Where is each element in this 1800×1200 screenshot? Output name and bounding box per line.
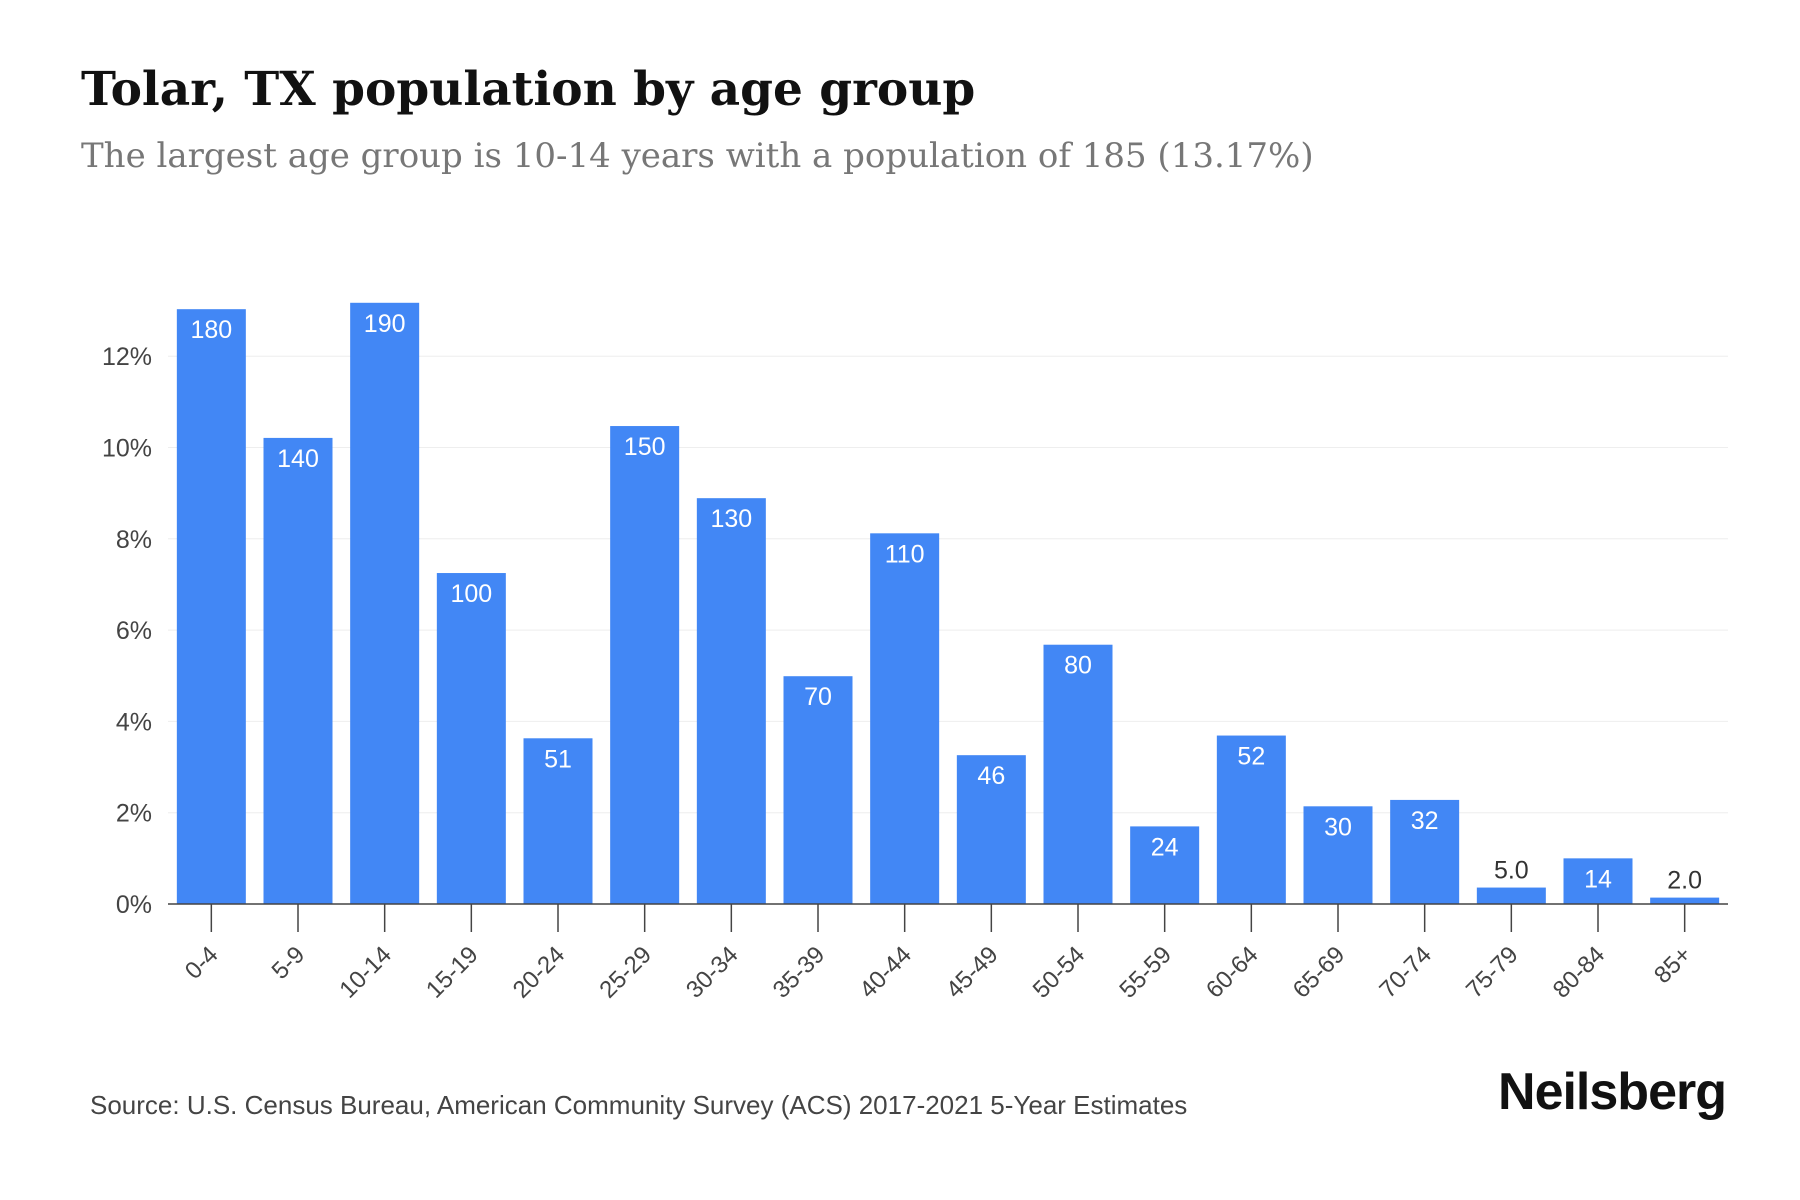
x-tick-label: 80-84 bbox=[1548, 941, 1611, 1004]
data-label: 2.0 bbox=[1667, 867, 1702, 895]
data-label: 100 bbox=[450, 580, 492, 608]
x-tick-label: 70-74 bbox=[1374, 941, 1437, 1004]
bar bbox=[1563, 858, 1633, 904]
bar bbox=[1130, 826, 1200, 904]
bar bbox=[696, 498, 766, 904]
x-tick-label: 60-64 bbox=[1201, 941, 1264, 1004]
bar bbox=[350, 302, 420, 904]
y-tick-label: 0% bbox=[116, 891, 152, 919]
brand-logo: Neilsberg bbox=[1498, 1063, 1727, 1121]
bar bbox=[783, 676, 853, 904]
bar bbox=[1303, 806, 1373, 904]
y-tick-label: 12% bbox=[102, 343, 152, 371]
bar bbox=[956, 755, 1026, 904]
bar bbox=[1043, 644, 1113, 904]
bar bbox=[1390, 799, 1460, 904]
data-label: 110 bbox=[885, 540, 925, 568]
x-tick-label: 85+ bbox=[1649, 941, 1697, 989]
bar-chart: 0% 2% 4% 6% 8% 10% 12% 180 0-4 140 5-9 190 10-14 100 1… bbox=[102, 302, 1728, 1004]
x-tick-label: 40-44 bbox=[854, 941, 917, 1004]
x-tick-label: 20-24 bbox=[508, 941, 571, 1004]
x-tick-label: 25-29 bbox=[594, 941, 657, 1004]
data-label: 5.0 bbox=[1494, 857, 1529, 885]
data-label: 52 bbox=[1237, 743, 1265, 771]
data-label: 24 bbox=[1151, 833, 1179, 861]
y-tick-label: 2% bbox=[116, 800, 152, 828]
y-tick-label: 10% bbox=[102, 435, 152, 463]
y-tick-label: 6% bbox=[116, 617, 152, 645]
data-label: 190 bbox=[364, 310, 406, 338]
x-tick-label: 0-4 bbox=[180, 941, 224, 985]
bar bbox=[610, 426, 680, 904]
bar bbox=[1216, 735, 1286, 904]
data-label: 70 bbox=[804, 683, 832, 711]
data-label: 14 bbox=[1584, 865, 1612, 893]
chart-title: Tolar, TX population by age group bbox=[81, 62, 976, 117]
y-tick-label: 8% bbox=[116, 526, 152, 554]
data-label: 51 bbox=[544, 745, 572, 773]
x-tick-label: 35-39 bbox=[768, 941, 831, 1004]
chart-subtitle: The largest age group is 10-14 years wit… bbox=[81, 136, 1314, 176]
data-label: 80 bbox=[1064, 652, 1092, 680]
bar bbox=[523, 738, 593, 904]
source-note: Source: U.S. Census Bureau, American Com… bbox=[90, 1090, 1188, 1120]
bar bbox=[870, 533, 940, 904]
data-label: 130 bbox=[710, 505, 752, 533]
data-label: 30 bbox=[1324, 813, 1352, 841]
x-tick-label: 10-14 bbox=[334, 941, 397, 1004]
bar bbox=[436, 573, 506, 904]
data-label: 180 bbox=[190, 316, 232, 344]
bar bbox=[1650, 897, 1720, 904]
x-tick-label: 45-49 bbox=[941, 941, 1004, 1004]
data-label: 46 bbox=[977, 762, 1005, 790]
y-tick-label: 4% bbox=[116, 708, 152, 736]
x-tick-label: 55-59 bbox=[1114, 941, 1177, 1004]
data-label: 150 bbox=[624, 433, 666, 461]
bar bbox=[1476, 887, 1546, 904]
x-tick-label: 5-9 bbox=[267, 941, 311, 985]
x-tick-label: 30-34 bbox=[681, 941, 744, 1004]
data-label: 32 bbox=[1411, 807, 1439, 835]
x-tick-label: 65-69 bbox=[1288, 941, 1351, 1004]
x-tick-label: 75-79 bbox=[1461, 941, 1524, 1004]
x-tick-label: 50-54 bbox=[1028, 941, 1091, 1004]
bar bbox=[176, 309, 246, 904]
x-tick-label: 15-19 bbox=[421, 941, 484, 1004]
data-label: 140 bbox=[277, 445, 319, 473]
bar bbox=[263, 437, 333, 904]
